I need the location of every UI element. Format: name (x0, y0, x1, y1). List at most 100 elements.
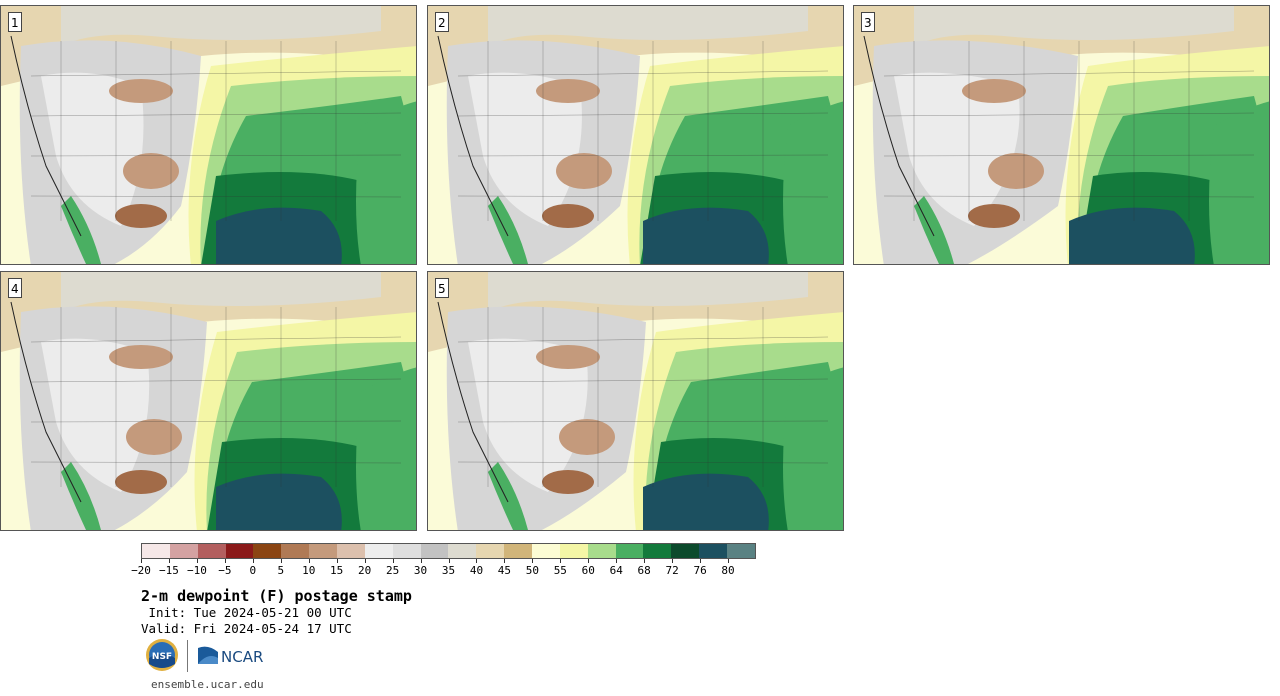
west-coastline (10, 301, 82, 503)
state-border (457, 195, 829, 198)
stamp-panel-2: 2 (427, 5, 844, 265)
colorbar-tick (504, 559, 506, 563)
dry-area-south (542, 470, 594, 494)
state-border (883, 70, 1255, 77)
gulf-of-mexico (643, 207, 769, 264)
colorbar-tick (196, 559, 198, 563)
state-border (457, 420, 829, 423)
dry-area-central (559, 419, 615, 455)
colorbar-tick-label: 80 (721, 564, 735, 577)
colorbar-swatch (337, 544, 365, 558)
colorbar-tick-label: −10 (186, 564, 207, 577)
state-border (457, 154, 829, 157)
colorbar-tick (588, 559, 590, 563)
chart-title: 2-m dewpoint (F) postage stamp (141, 587, 412, 605)
state-border (30, 154, 402, 157)
mexico-coast (61, 462, 101, 530)
atlantic (783, 101, 843, 264)
colorbar-swatch (392, 544, 421, 558)
dry-area-north (109, 345, 173, 369)
stamp-panel-4: 4 (0, 271, 417, 531)
west-light (41, 72, 144, 227)
dry-area-central (988, 153, 1044, 189)
colorbar-tick (308, 559, 310, 563)
colorbar-tick (420, 559, 422, 563)
state-border (457, 112, 829, 117)
nsf-logo: NSF (146, 639, 178, 671)
state-border (30, 195, 402, 198)
svg-text:NCAR: NCAR (221, 648, 263, 666)
state-border (30, 420, 402, 423)
colorbar-tick-label: 30 (413, 564, 428, 577)
footer-url: ensemble.ucar.edu (151, 678, 264, 691)
dry-area-central (126, 419, 182, 455)
colorbar-swatch (727, 544, 755, 558)
dry-area-north (536, 345, 600, 369)
colorbar-tick-label: 25 (385, 564, 400, 577)
dry-area-north (109, 79, 173, 103)
state-border (457, 378, 829, 383)
dry-area-south (968, 204, 1020, 228)
dry-area-south (542, 204, 594, 228)
colorbar-tick-label: −20 (131, 564, 151, 577)
stamp-panel-3: 3 (853, 5, 1270, 265)
colorbar-tick-label: 60 (581, 564, 595, 577)
colorbar-swatch (253, 544, 282, 558)
west-coastline (437, 301, 509, 503)
dry-area-south (115, 204, 167, 228)
colorbar-swatch (420, 544, 449, 558)
colorbar-tick (532, 559, 534, 563)
dry-area-central (556, 153, 612, 189)
colorbar-swatch (559, 544, 588, 558)
stamp-panel-5: 5 (427, 271, 844, 531)
west-light (468, 338, 588, 492)
dry-area-south (115, 470, 167, 494)
colorbar (141, 543, 756, 559)
colorbar-tick (700, 559, 702, 563)
colorbar-tick-label: 0 (249, 564, 257, 577)
colorbar-tick-label: 55 (553, 564, 567, 577)
colorbar-tick-label: −15 (159, 564, 179, 577)
state-border (883, 154, 1255, 157)
atlantic (356, 367, 416, 530)
far-north-band (488, 6, 808, 46)
state-border (457, 70, 829, 77)
svg-text:NSF: NSF (152, 652, 172, 662)
west-coastline (863, 35, 935, 237)
colorbar-tick-label: 35 (441, 564, 456, 577)
panel-label-2: 2 (435, 12, 449, 32)
atlantic (1209, 101, 1269, 264)
colorbar-swatch (476, 544, 505, 558)
colorbar-tick (141, 559, 142, 563)
state-border (30, 70, 402, 77)
dry-area-north (962, 79, 1026, 103)
colorbar-swatch (309, 544, 338, 558)
state-border (30, 336, 402, 343)
far-north-band (488, 272, 808, 312)
panel-label-4: 4 (8, 278, 22, 298)
mexico-coast (488, 462, 528, 530)
colorbar-swatch (364, 544, 393, 558)
gulf-of-mexico (643, 473, 769, 530)
atlantic (783, 367, 843, 530)
ncar-logo: NCAR (198, 646, 263, 666)
colorbar-tick (560, 559, 562, 563)
state-border (30, 378, 402, 383)
atlantic (356, 101, 416, 264)
colorbar-tick (364, 559, 366, 563)
colorbar-swatch (142, 544, 170, 558)
colorbar-swatch (643, 544, 672, 558)
state-border (883, 112, 1255, 117)
mexico-coast (914, 196, 954, 264)
colorbar-swatch (281, 544, 310, 558)
state-border (30, 461, 402, 464)
colorbar-swatch (532, 544, 560, 558)
colorbar-swatch (504, 544, 533, 558)
map-1 (1, 6, 416, 264)
far-north-band (914, 6, 1234, 46)
mexico-coast (488, 196, 528, 264)
state-border (30, 112, 402, 117)
colorbar-swatch (169, 544, 198, 558)
colorbar-tick-label: 20 (358, 564, 372, 577)
mexico-coast (61, 196, 101, 264)
